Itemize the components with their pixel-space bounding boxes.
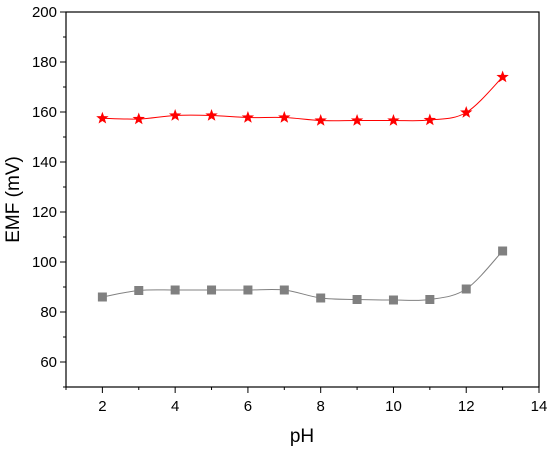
- data-point-square: [243, 285, 253, 295]
- data-point-star: [423, 113, 437, 126]
- y-tick-label: 100: [32, 254, 57, 271]
- series-square: [97, 246, 508, 305]
- data-point-star: [278, 111, 291, 123]
- x-tick-label: 6: [244, 398, 252, 415]
- data-point-star: [350, 114, 364, 126]
- data-point-square: [352, 295, 362, 304]
- data-point-square: [207, 285, 217, 295]
- data-point-star: [205, 109, 218, 121]
- data-point-star: [96, 111, 109, 124]
- x-tick-label: 14: [531, 398, 548, 415]
- x-tick-label: 10: [385, 398, 402, 415]
- data-point-star: [241, 111, 255, 123]
- y-tick-label: 140: [32, 154, 57, 171]
- x-axis-title: pH: [290, 426, 314, 447]
- axes-layer: [65, 11, 540, 388]
- x-tick-label: 8: [317, 398, 325, 415]
- series-line: [102, 250, 503, 301]
- series-line: [102, 76, 503, 122]
- data-point-star: [496, 70, 509, 83]
- plot-frame: [65, 11, 540, 388]
- y-tick-label: 80: [40, 304, 57, 321]
- y-tick-label: 180: [32, 54, 57, 71]
- data-point-square: [97, 292, 107, 302]
- y-tick-label: 200: [32, 4, 57, 21]
- data-point-square: [134, 286, 144, 295]
- series-star: [96, 70, 509, 126]
- data-point-square: [316, 293, 326, 303]
- data-point-square: [461, 284, 471, 294]
- data-point-star: [168, 109, 182, 121]
- y-tick-label: 120: [32, 204, 57, 221]
- series-layer: [96, 70, 509, 305]
- x-tick-label: 12: [458, 398, 475, 415]
- ticks-layer: 2 4 6 8 10 12 14 60 80 100 120 140 160 180 200: [32, 4, 547, 415]
- data-point-square: [388, 295, 398, 305]
- y-tick-label: 160: [32, 104, 57, 121]
- data-point-star: [314, 114, 327, 126]
- x-tick-label: 2: [98, 398, 106, 415]
- data-point-square: [498, 246, 508, 256]
- data-point-square: [279, 285, 289, 295]
- data-point-square: [425, 295, 435, 304]
- x-tick-label: 4: [171, 398, 179, 415]
- data-point-square: [170, 285, 180, 295]
- y-axis-title: EMF (mV): [3, 156, 24, 243]
- data-point-star: [132, 112, 145, 125]
- data-point-star: [387, 114, 400, 126]
- y-tick-label: 60: [40, 354, 57, 371]
- data-point-star: [460, 106, 473, 118]
